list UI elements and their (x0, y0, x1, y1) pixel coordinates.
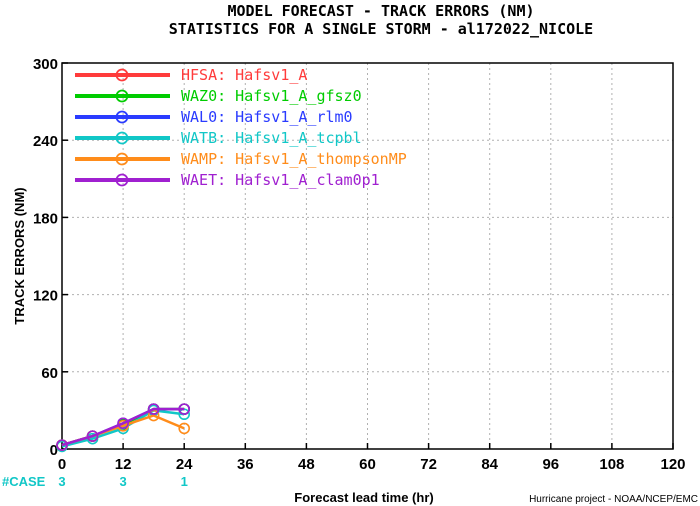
legend-swatch-marker (115, 131, 129, 145)
legend-swatch-marker (115, 110, 129, 124)
y-tick-label: 120 (33, 288, 58, 305)
legend-item: WAMP: Hafsv1_A_thompsonMP (75, 150, 407, 168)
data-point (147, 409, 160, 422)
legend-swatch-marker (115, 152, 129, 166)
legend-item: WAL0: Hafsv1_A_rlm0 (75, 108, 353, 126)
y-axis-label: TRACK ERRORS (NM) (12, 187, 27, 324)
legend-swatch-marker (115, 68, 129, 82)
grid-lines (62, 63, 673, 449)
x-tick-label: 36 (237, 456, 254, 473)
legend-label: WAMP: Hafsv1_A_thompsonMP (181, 150, 407, 168)
case-label: #CASE (2, 474, 46, 489)
legend-label: WAET: Hafsv1_A_clam0p1 (181, 171, 380, 189)
data-point (86, 430, 99, 442)
x-tick-label: 84 (481, 456, 498, 473)
legend-swatch-marker (115, 89, 129, 103)
case-count: 3 (58, 474, 65, 489)
series-layer (56, 403, 190, 453)
chart-title: MODEL FORECAST - TRACK ERRORS (NM) (227, 2, 534, 20)
x-tick-label: 108 (599, 456, 624, 473)
legend-item: WATB: Hafsv1_A_tcpbl (75, 129, 362, 147)
series-6 (56, 403, 190, 451)
legend-label: WAZ0: Hafsv1_A_gfsz0 (181, 87, 362, 105)
x-tick-label: 72 (420, 456, 437, 473)
x-axis-label: Forecast lead time (hr) (294, 490, 433, 505)
x-tick-label: 120 (660, 456, 685, 473)
data-point (178, 403, 190, 415)
legend-item: HFSA: Hafsv1_A (75, 66, 307, 84)
x-tick-label: 0 (58, 456, 66, 473)
legend-label: WATB: Hafsv1_A_tcpbl (181, 129, 362, 147)
credit-text: Hurricane project - NOAA/NCEP/EMC (529, 494, 698, 505)
legend-item: WAET: Hafsv1_A_clam0p1 (75, 171, 380, 189)
plot-frame (61, 62, 674, 450)
data-point (117, 417, 129, 430)
y-tick-label: 180 (33, 210, 58, 227)
series-line (61, 407, 185, 447)
chart-subtitle: STATISTICS FOR A SINGLE STORM - al172022… (169, 20, 593, 38)
x-tick-label: 96 (542, 456, 559, 473)
x-tick-label: 24 (176, 456, 193, 473)
x-tick-label: 12 (115, 456, 132, 473)
y-tick-label: 240 (33, 133, 58, 150)
case-counts: #CASE 3 3 1 (2, 474, 188, 489)
legend: HFSA: Hafsv1_A WAZ0: Hafsv1_A_gfsz0 WAL0: … (75, 66, 407, 189)
y-tick-label: 0 (50, 442, 58, 459)
legend-item: WAZ0: Hafsv1_A_gfsz0 (75, 87, 362, 105)
x-tick-label: 60 (359, 456, 376, 473)
legend-label: HFSA: Hafsv1_A (181, 66, 307, 84)
x-tick-label: 48 (298, 456, 315, 473)
data-point (56, 439, 68, 451)
legend-swatch-marker (115, 173, 129, 187)
case-count: 3 (119, 474, 126, 489)
y-tick-label: 300 (33, 56, 58, 73)
case-count: 1 (181, 474, 188, 489)
x-axis: 0 12 24 36 48 60 72 84 96 108 120 (58, 443, 686, 473)
y-tick-label: 60 (41, 365, 58, 382)
data-point (147, 403, 160, 415)
legend-label: WAL0: Hafsv1_A_rlm0 (181, 108, 353, 126)
y-axis: 0 60 120 180 240 300 (33, 56, 68, 459)
data-point (178, 422, 190, 435)
